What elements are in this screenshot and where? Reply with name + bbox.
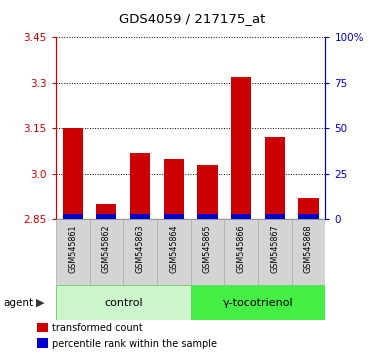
Bar <box>123 219 157 285</box>
Text: GSM545862: GSM545862 <box>102 225 111 273</box>
Bar <box>231 77 251 219</box>
Bar <box>298 214 318 219</box>
Text: ▶: ▶ <box>36 298 45 308</box>
Bar <box>231 214 251 219</box>
Bar <box>191 285 325 320</box>
Bar <box>191 219 224 285</box>
Text: GSM545865: GSM545865 <box>203 225 212 273</box>
Bar <box>56 219 89 285</box>
Text: GSM545864: GSM545864 <box>169 225 178 273</box>
Bar <box>37 338 48 348</box>
Text: GSM545866: GSM545866 <box>237 225 246 273</box>
Text: γ-tocotrienol: γ-tocotrienol <box>223 298 293 308</box>
Bar <box>164 214 184 219</box>
Bar <box>62 129 83 219</box>
Bar <box>197 214 218 219</box>
Bar <box>258 219 292 285</box>
Text: GSM545861: GSM545861 <box>68 225 77 273</box>
Bar <box>56 285 191 320</box>
Bar <box>197 165 218 219</box>
Bar <box>130 214 150 219</box>
Bar <box>224 219 258 285</box>
Text: GSM545868: GSM545868 <box>304 225 313 273</box>
Bar <box>96 214 116 219</box>
Bar <box>292 219 325 285</box>
Text: GSM545867: GSM545867 <box>270 225 279 273</box>
Bar <box>265 214 285 219</box>
Bar <box>96 204 116 219</box>
Bar <box>62 214 83 219</box>
Bar <box>265 137 285 219</box>
Bar <box>130 153 150 219</box>
Bar <box>157 219 191 285</box>
Bar <box>298 198 318 219</box>
Text: transformed count: transformed count <box>52 323 143 333</box>
Bar <box>37 323 48 332</box>
Bar <box>164 159 184 219</box>
Text: agent: agent <box>4 298 34 308</box>
Text: GSM545863: GSM545863 <box>136 225 144 273</box>
Bar <box>89 219 123 285</box>
Text: control: control <box>104 298 142 308</box>
Text: GDS4059 / 217175_at: GDS4059 / 217175_at <box>119 12 266 25</box>
Text: percentile rank within the sample: percentile rank within the sample <box>52 338 218 349</box>
